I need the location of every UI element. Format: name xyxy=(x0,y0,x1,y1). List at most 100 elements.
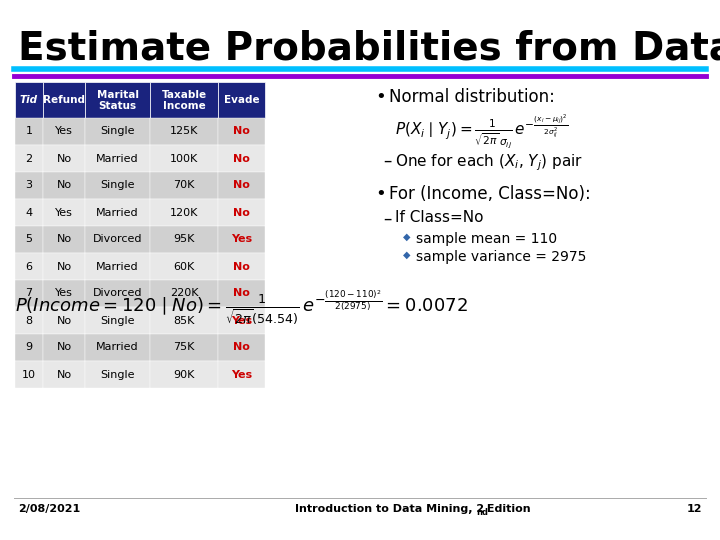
FancyBboxPatch shape xyxy=(150,145,218,172)
FancyBboxPatch shape xyxy=(15,118,43,145)
FancyBboxPatch shape xyxy=(43,361,85,388)
FancyBboxPatch shape xyxy=(15,199,43,226)
Text: sample mean = 110: sample mean = 110 xyxy=(416,232,557,246)
FancyBboxPatch shape xyxy=(43,334,85,361)
FancyBboxPatch shape xyxy=(15,253,43,280)
Text: Normal distribution:: Normal distribution: xyxy=(389,88,555,106)
Text: Married: Married xyxy=(96,207,139,218)
FancyBboxPatch shape xyxy=(85,307,150,334)
Text: 60K: 60K xyxy=(174,261,194,272)
FancyBboxPatch shape xyxy=(218,307,265,334)
FancyBboxPatch shape xyxy=(43,118,85,145)
FancyBboxPatch shape xyxy=(218,361,265,388)
FancyBboxPatch shape xyxy=(43,307,85,334)
FancyBboxPatch shape xyxy=(218,82,265,118)
Text: •: • xyxy=(375,88,386,106)
Text: No: No xyxy=(233,153,250,164)
FancyBboxPatch shape xyxy=(15,145,43,172)
FancyBboxPatch shape xyxy=(15,82,43,118)
FancyBboxPatch shape xyxy=(85,361,150,388)
Text: 3: 3 xyxy=(25,180,32,191)
FancyBboxPatch shape xyxy=(218,280,265,307)
FancyBboxPatch shape xyxy=(85,334,150,361)
Text: –: – xyxy=(383,152,392,170)
Text: 4: 4 xyxy=(25,207,32,218)
Text: 2: 2 xyxy=(25,153,32,164)
Text: Yes: Yes xyxy=(231,369,252,380)
Text: No: No xyxy=(56,342,71,353)
FancyBboxPatch shape xyxy=(150,172,218,199)
Text: 12: 12 xyxy=(686,504,702,514)
Text: nd: nd xyxy=(476,508,488,517)
Text: If Class=No: If Class=No xyxy=(395,210,484,225)
Text: 95K: 95K xyxy=(174,234,194,245)
Text: Divorced: Divorced xyxy=(93,234,143,245)
Text: No: No xyxy=(56,261,71,272)
FancyBboxPatch shape xyxy=(150,361,218,388)
Text: Status: Status xyxy=(99,101,137,111)
FancyBboxPatch shape xyxy=(15,172,43,199)
FancyBboxPatch shape xyxy=(150,334,218,361)
Text: ◆: ◆ xyxy=(403,250,410,260)
Text: No: No xyxy=(233,261,250,272)
Text: Evade: Evade xyxy=(224,95,259,105)
Text: No: No xyxy=(233,207,250,218)
Text: 7: 7 xyxy=(25,288,32,299)
Text: •: • xyxy=(375,185,386,203)
Text: Divorced: Divorced xyxy=(93,288,143,299)
FancyBboxPatch shape xyxy=(150,118,218,145)
Text: 2/08/2021: 2/08/2021 xyxy=(18,504,80,514)
FancyBboxPatch shape xyxy=(218,334,265,361)
Text: Yes: Yes xyxy=(231,315,252,326)
Text: Single: Single xyxy=(100,180,135,191)
FancyBboxPatch shape xyxy=(218,172,265,199)
Text: Introduction to Data Mining, 2: Introduction to Data Mining, 2 xyxy=(295,504,484,514)
Text: 75K: 75K xyxy=(174,342,194,353)
Text: No: No xyxy=(233,288,250,299)
Text: Yes: Yes xyxy=(231,234,252,245)
FancyBboxPatch shape xyxy=(150,199,218,226)
Text: Taxable: Taxable xyxy=(161,90,207,100)
FancyBboxPatch shape xyxy=(218,226,265,253)
FancyBboxPatch shape xyxy=(43,280,85,307)
Text: Estimate Probabilities from Data: Estimate Probabilities from Data xyxy=(18,30,720,68)
Text: Married: Married xyxy=(96,342,139,353)
Text: Single: Single xyxy=(100,126,135,137)
Text: 10: 10 xyxy=(22,369,36,380)
FancyBboxPatch shape xyxy=(85,82,150,118)
Text: No: No xyxy=(56,315,71,326)
FancyBboxPatch shape xyxy=(43,199,85,226)
FancyBboxPatch shape xyxy=(85,199,150,226)
Text: Single: Single xyxy=(100,369,135,380)
FancyBboxPatch shape xyxy=(150,307,218,334)
Text: Yes: Yes xyxy=(55,207,73,218)
Text: 1: 1 xyxy=(25,126,32,137)
Text: 100K: 100K xyxy=(170,153,198,164)
FancyBboxPatch shape xyxy=(150,226,218,253)
Text: 70K: 70K xyxy=(174,180,194,191)
Text: Yes: Yes xyxy=(55,126,73,137)
FancyBboxPatch shape xyxy=(85,253,150,280)
Text: Tid: Tid xyxy=(20,95,38,105)
FancyBboxPatch shape xyxy=(15,307,43,334)
Text: 8: 8 xyxy=(25,315,32,326)
Text: 120K: 120K xyxy=(170,207,198,218)
FancyBboxPatch shape xyxy=(43,226,85,253)
FancyBboxPatch shape xyxy=(218,145,265,172)
Text: ◆: ◆ xyxy=(403,232,410,242)
Text: Refund: Refund xyxy=(43,95,85,105)
Text: Marital: Marital xyxy=(96,90,138,100)
FancyBboxPatch shape xyxy=(85,172,150,199)
Text: 220K: 220K xyxy=(170,288,198,299)
Text: No: No xyxy=(56,153,71,164)
Text: No: No xyxy=(56,369,71,380)
FancyBboxPatch shape xyxy=(85,226,150,253)
Text: $P(Income=120\mid No) = \frac{1}{\sqrt{2\pi}(54.54)}\,e^{-\frac{(120-110)^2}{2(2: $P(Income=120\mid No) = \frac{1}{\sqrt{2… xyxy=(15,288,468,326)
FancyBboxPatch shape xyxy=(43,253,85,280)
Text: No: No xyxy=(233,126,250,137)
Text: Income: Income xyxy=(163,101,205,111)
Text: Edition: Edition xyxy=(483,504,531,514)
Text: No: No xyxy=(233,180,250,191)
FancyBboxPatch shape xyxy=(15,226,43,253)
Text: No: No xyxy=(233,342,250,353)
